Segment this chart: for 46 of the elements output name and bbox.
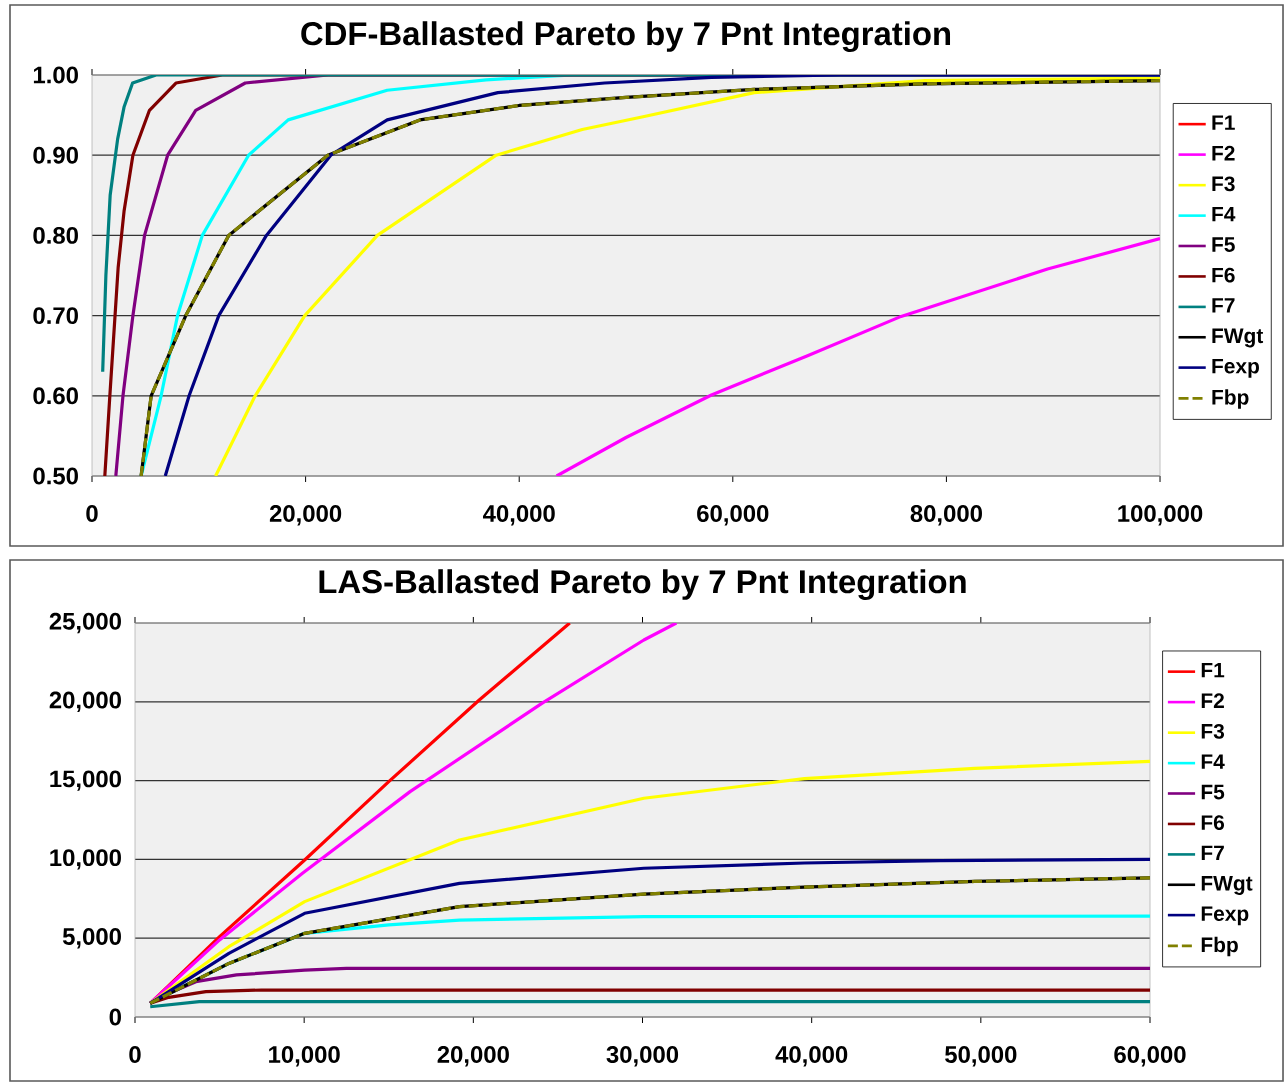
legend-label: Fbp [1212, 389, 1249, 409]
legend-label: F2 [1201, 693, 1224, 708]
x-tick-label: 40,000 [483, 505, 555, 526]
y-tick-label: 0.90 [33, 146, 78, 164]
y-tick-label: 0.60 [33, 387, 78, 405]
y-tick-label: 5,000 [62, 928, 121, 949]
x-tick-label: 30,000 [606, 1046, 679, 1067]
x-tick-label: 20,000 [437, 1046, 509, 1067]
x-tick-label: 60,000 [697, 505, 769, 526]
y-tick-label: 0.80 [33, 226, 78, 244]
legend-label: F6 [1212, 267, 1235, 283]
y-tick-label: 20,000 [49, 691, 121, 712]
x-tick-label: 60,000 [1114, 1046, 1186, 1067]
chart-title: CDF-Ballasted Pareto by 7 Pnt Integration [301, 21, 951, 52]
legend-label: FWgt [1201, 876, 1253, 895]
y-tick-label: 0.50 [33, 467, 78, 485]
x-tick-label: 10,000 [269, 1046, 340, 1067]
y-tick-label: 1.00 [33, 66, 78, 84]
y-tick-label: 0 [109, 1008, 121, 1026]
x-tick-label: 0 [129, 1046, 141, 1063]
legend-label: F5 [1201, 784, 1225, 800]
legend-label: F2 [1212, 145, 1235, 161]
legend-label: F3 [1212, 176, 1235, 192]
y-tick-label: 10,000 [50, 849, 121, 870]
legend-label: F7 [1201, 845, 1224, 861]
legend-label: F1 [1212, 115, 1235, 130]
x-tick-label: 20,000 [269, 505, 342, 526]
x-tick-label: 80,000 [910, 505, 982, 526]
legend-label: F6 [1201, 815, 1225, 830]
x-tick-label: 100,000 [1118, 505, 1203, 526]
legend-label: Fexp [1212, 358, 1259, 378]
legend-label: F4 [1201, 754, 1225, 769]
legend-label: F3 [1201, 723, 1225, 739]
chart-title: LAS-Ballasted Pareto by 7 Pnt Integration [319, 569, 966, 600]
legend-label: Fexp [1201, 906, 1249, 926]
legend-label: Fbp [1201, 936, 1238, 957]
y-tick-label: 15,000 [50, 770, 121, 791]
x-tick-label: 40,000 [775, 1046, 848, 1067]
x-tick-label: 50,000 [945, 1046, 1017, 1067]
legend-label: F4 [1212, 206, 1236, 222]
legend-label: FWgt [1212, 328, 1264, 348]
legend-label: F5 [1212, 237, 1235, 252]
legend-label: F7 [1212, 298, 1235, 313]
legend-label: F1 [1201, 662, 1225, 678]
y-tick-label: 0.70 [33, 307, 78, 325]
y-tick-label: 25,000 [49, 612, 121, 634]
